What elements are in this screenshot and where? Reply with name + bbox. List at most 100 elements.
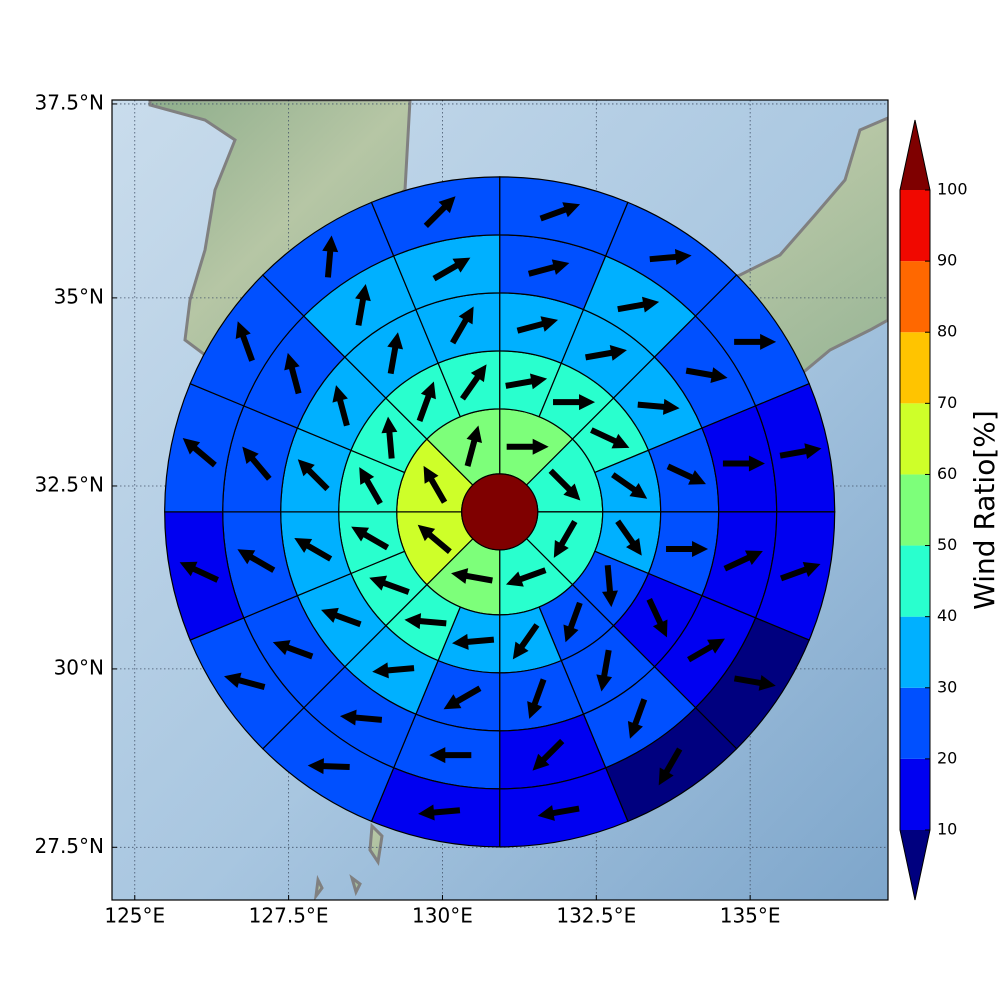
wind-arrow (417, 524, 452, 555)
wind-arrow (372, 662, 415, 679)
colorbar-tick-label: 90 (937, 251, 957, 270)
wind-arrow (423, 465, 448, 504)
wind-arrow (512, 623, 540, 660)
colorbar-band (900, 545, 930, 617)
wind-arrow (284, 352, 302, 395)
wind-arrow (637, 398, 680, 415)
wind-arrow (646, 598, 668, 638)
map-frame (111, 99, 889, 901)
wind-arrow (553, 520, 578, 558)
wind-arrow (387, 332, 404, 375)
wind-arrow (627, 698, 648, 739)
y-tick-label: 32.5°N (35, 472, 105, 496)
wind-arrow (649, 248, 692, 265)
wind-arrow (615, 519, 642, 556)
y-tick-label: 37.5°N (35, 90, 105, 114)
y-tick-label: 27.5°N (35, 834, 105, 858)
colorbar-extend-high (900, 120, 930, 190)
wind-arrow (322, 235, 339, 278)
wind-arrow (404, 613, 447, 630)
wind-arrow (687, 638, 725, 663)
colorbar: Wind Ratio[%] 10 20 30 40 50 60 70 80 90 100 (899, 119, 1000, 901)
colorbar-band (900, 616, 930, 688)
colorbar-label: Wind Ratio[%] (968, 410, 1000, 610)
wind-arrow (596, 649, 613, 692)
wind-arrow (416, 381, 436, 422)
wind-arrow (351, 526, 390, 551)
wind-arrow (611, 472, 648, 499)
colorbar-tick-label: 80 (937, 322, 957, 341)
wind-arrow (418, 804, 461, 821)
wind-arrow (505, 373, 548, 390)
x-tick-label: 125°E (104, 904, 165, 928)
wind-arrow (423, 196, 456, 229)
wind-arrow (734, 333, 777, 350)
wind-arrow (464, 425, 482, 467)
colorbar-tick-label: 20 (937, 748, 957, 767)
wind-arrow (539, 202, 581, 222)
colorbar-band (900, 332, 930, 404)
x-tick-label: 135°E (720, 904, 781, 928)
wind-arrow (548, 468, 581, 501)
x-tick-label: 130°E (412, 904, 473, 928)
wind-arrow (272, 640, 314, 660)
colorbar-tick-label: 70 (937, 393, 957, 412)
wind-arrow (432, 257, 471, 282)
wind-arrow (563, 601, 583, 643)
wind-arrow (450, 306, 474, 345)
wind-arrow (179, 561, 219, 583)
wind-arrow (321, 607, 362, 628)
colorbar-band (900, 261, 930, 333)
colorbar-tick-label: 40 (937, 606, 957, 625)
colorbar-band (900, 758, 930, 830)
wind-arrow (537, 805, 580, 821)
wind-arrow (460, 364, 487, 401)
wind-arrow (294, 537, 333, 562)
y-tick-label: 35°N (54, 284, 104, 308)
colorbar-tick-label: 30 (937, 677, 957, 696)
wind-arrow (590, 427, 630, 449)
wind-arrow (182, 438, 217, 468)
wind-arrow (355, 284, 371, 326)
wind-arrow (733, 675, 776, 691)
wind-arrow (359, 467, 383, 505)
wind-arrow (443, 685, 482, 710)
wind-arrow (617, 296, 660, 313)
wind-arrow (235, 321, 255, 362)
axes: 125°E 127.5°E 130°E 132.5°E 135°E 27.5°N 30°N 3… (35, 90, 781, 927)
land-islands (313, 822, 384, 900)
y-tick-label: 30°N (54, 655, 104, 679)
wind-arrow (666, 463, 706, 485)
wind-arrow (242, 446, 272, 481)
polar-plot (164, 176, 836, 848)
wind-arrow (532, 738, 565, 771)
wind-arrow (666, 540, 709, 557)
x-tick-label: 132.5°E (556, 904, 636, 928)
colorbar-tick-label: 50 (937, 535, 957, 554)
wind-arrow (601, 565, 618, 608)
wind-arrow (516, 316, 559, 334)
wind-arrow (779, 443, 822, 460)
wind-arrow (224, 672, 266, 690)
colorbar-band (900, 474, 930, 546)
wind-arrow (451, 568, 493, 584)
wind-arrow (685, 367, 728, 384)
wind-arrow (381, 416, 398, 459)
wind-arrow (527, 259, 570, 277)
colorbar-extend-low (900, 830, 930, 900)
wind-arrow (339, 709, 383, 726)
wind-arrow (237, 549, 276, 573)
colorbar-band (900, 403, 930, 475)
wind-arrow (722, 455, 765, 472)
wind-arrow (779, 562, 821, 582)
wind-arrow (452, 633, 495, 650)
wind-arrow (505, 567, 547, 587)
colorbar-tick-label: 10 (937, 820, 957, 839)
wind-arrow (369, 575, 410, 595)
colorbar-tick-label: 60 (937, 464, 957, 483)
wind-arrow (658, 747, 683, 786)
x-tick-label: 127.5°E (249, 904, 329, 928)
center-disk (461, 473, 539, 551)
colorbar-tick-label: 100 (937, 180, 968, 199)
